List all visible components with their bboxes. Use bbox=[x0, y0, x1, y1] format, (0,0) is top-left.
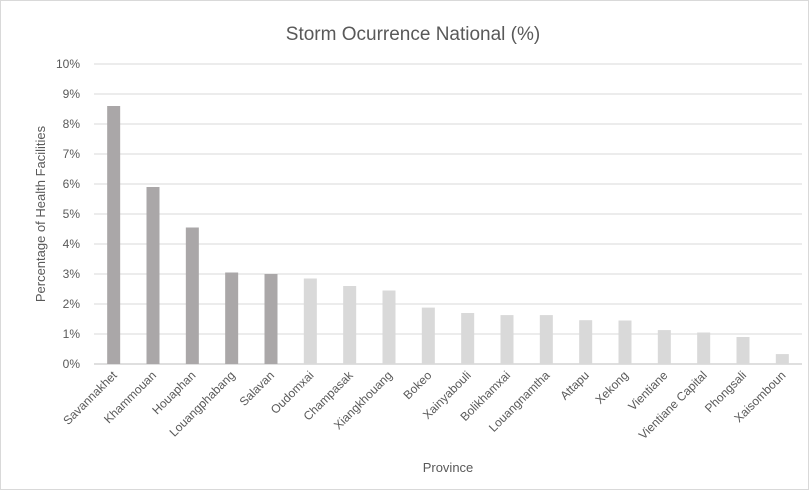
chart-title: Storm Ocurrence National (%) bbox=[286, 24, 540, 45]
bar-bokeo bbox=[421, 307, 435, 364]
y-tick-label: 0% bbox=[63, 357, 81, 371]
bar-xekong bbox=[618, 320, 632, 364]
bar-oudomxai bbox=[303, 278, 317, 364]
y-tick-label: 4% bbox=[63, 237, 81, 251]
bar-vientiane bbox=[657, 330, 671, 364]
y-tick-labels: 0% 1% 2% 3% 4% 5% 6% 7% 8% 9% 10% bbox=[56, 57, 80, 371]
bar-champasak bbox=[343, 286, 357, 364]
bar-houaphan bbox=[185, 227, 199, 364]
bar-vientiane-capital bbox=[697, 332, 711, 364]
y-tick-label: 10% bbox=[56, 57, 80, 71]
y-axis-label: Percentage of Health Facilities bbox=[33, 125, 48, 302]
bar-savannakhet bbox=[107, 106, 121, 364]
y-tick-label: 8% bbox=[63, 117, 81, 131]
y-tick-label: 1% bbox=[63, 327, 81, 341]
y-tick-label: 5% bbox=[63, 207, 81, 221]
bar-attapu bbox=[579, 320, 593, 364]
y-tick-label: 6% bbox=[63, 177, 81, 191]
gridlines bbox=[94, 63, 802, 365]
y-tick-label: 9% bbox=[63, 87, 81, 101]
bar-khammouan bbox=[146, 187, 160, 364]
bar-xainyabouli bbox=[461, 313, 475, 364]
bar-louangphabang bbox=[225, 272, 239, 364]
y-tick-label: 7% bbox=[63, 147, 81, 161]
bar-xaisomboun bbox=[775, 354, 789, 364]
y-tick-label: 2% bbox=[63, 297, 81, 311]
bar-xiangkhouang bbox=[382, 290, 396, 364]
bar-bolikhamxai bbox=[500, 315, 514, 364]
bar-phongsali bbox=[736, 337, 750, 364]
bars bbox=[107, 106, 789, 364]
bar-salavan bbox=[264, 274, 278, 364]
bar-louangnamtha bbox=[539, 315, 553, 364]
x-axis-label: Province bbox=[423, 460, 474, 475]
y-tick-label: 3% bbox=[63, 267, 81, 281]
